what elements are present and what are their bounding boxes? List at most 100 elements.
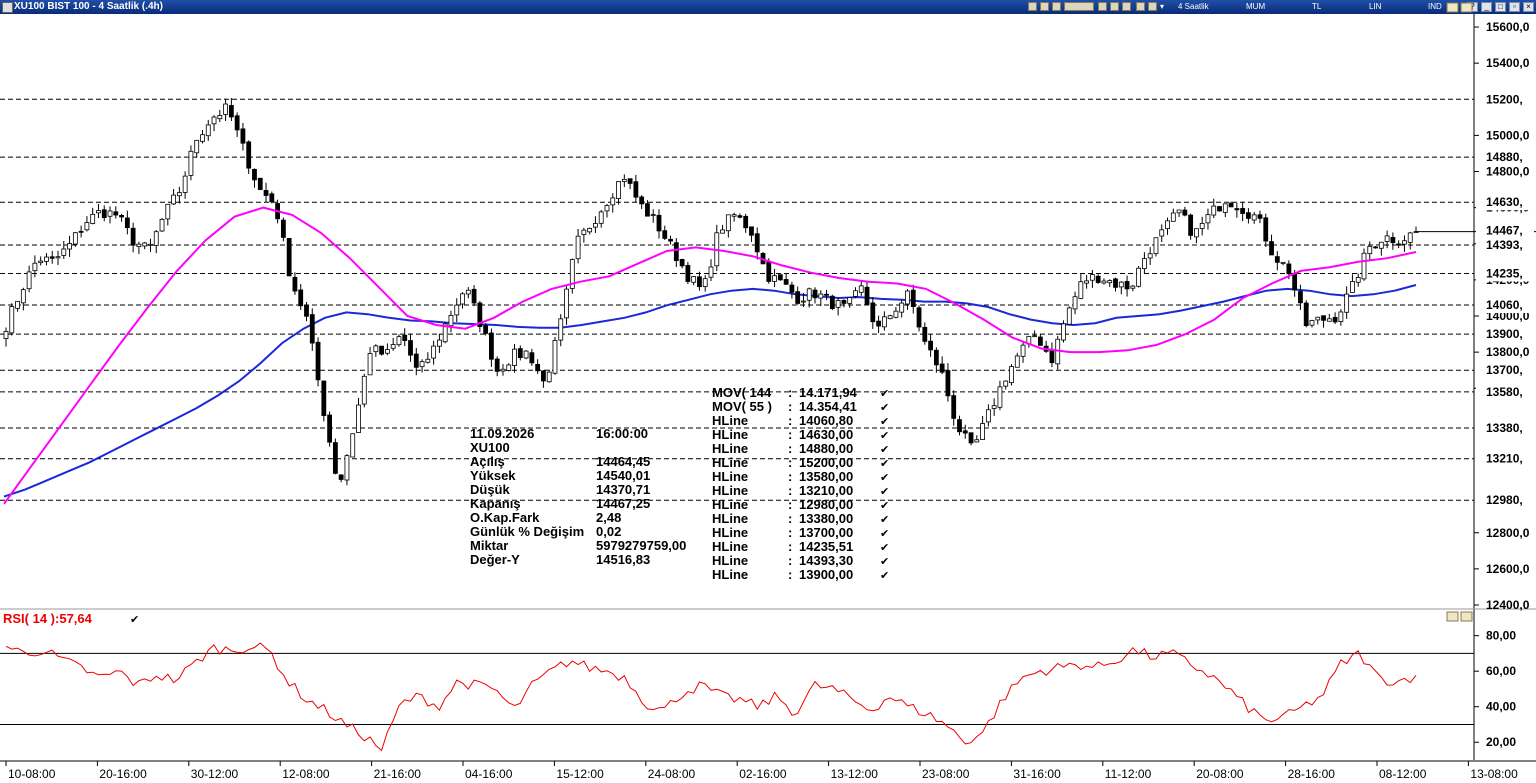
hline-label: 13210, — [1486, 452, 1523, 466]
candle-body — [494, 358, 500, 372]
candle-body — [870, 302, 876, 323]
candle-body — [1032, 335, 1038, 338]
candle-body — [321, 380, 327, 416]
quote-value: 2,48 — [596, 510, 621, 525]
interval-dropdown-arrow[interactable]: ▾ — [1160, 2, 1165, 11]
candle-body — [991, 405, 997, 409]
hline-label-bg — [1476, 383, 1534, 400]
quote-value: 0,02 — [596, 524, 621, 539]
candle-body — [853, 290, 858, 297]
candle-body — [980, 423, 985, 440]
candle-body — [974, 439, 980, 443]
indicator-icon[interactable] — [1040, 2, 1049, 11]
candle-body — [55, 256, 61, 259]
candle-body — [263, 189, 269, 196]
candle-body — [1124, 281, 1130, 290]
candle-body — [893, 310, 899, 318]
candle-body — [1326, 318, 1332, 322]
time-tick-label: 13-08:00 — [1470, 767, 1518, 781]
candle-body — [1142, 258, 1147, 269]
interval-select[interactable]: 4 Saatlik — [1178, 2, 1209, 11]
quote-label: XU100 — [470, 440, 510, 455]
candle-body — [1107, 280, 1113, 284]
time-tick-label: 13-12:00 — [831, 767, 879, 781]
candle-body — [142, 242, 148, 247]
maximize-button[interactable]: □ — [1495, 2, 1506, 12]
candle-body — [171, 194, 176, 205]
candle-body — [90, 213, 96, 224]
indicator-select[interactable]: IND — [1428, 2, 1442, 11]
legend-sep: : — [788, 399, 792, 414]
candle-body — [1113, 278, 1118, 288]
restore-button[interactable]: ▫ — [1509, 2, 1520, 12]
legend-check-icon: ✔ — [880, 402, 889, 414]
candle-body — [581, 229, 587, 235]
legend-check-icon: ✔ — [880, 500, 889, 512]
legend-sep: : — [788, 525, 792, 540]
quote-value: 14467,25 — [596, 496, 650, 511]
candle-body — [1037, 336, 1043, 346]
candles-layer — [3, 97, 1419, 486]
chart-type-select[interactable]: MUM — [1246, 2, 1266, 11]
candle-body — [442, 323, 448, 343]
hline-label-bg — [1476, 91, 1534, 108]
candle-body — [1263, 217, 1269, 242]
candle-body — [402, 334, 408, 341]
candle-body — [847, 297, 853, 304]
candle-body — [408, 340, 413, 356]
legend-name: HLine — [712, 427, 748, 442]
candle-body — [1003, 380, 1009, 387]
currency-select[interactable]: TL — [1312, 2, 1322, 11]
candle-body — [176, 192, 182, 197]
candle-body — [1367, 245, 1373, 255]
quote-value: 14540,01 — [596, 468, 650, 483]
candle-body — [621, 178, 627, 182]
draw-tool-icon[interactable] — [1052, 2, 1061, 11]
hline-label: 14393, — [1486, 238, 1523, 252]
template-icon[interactable] — [1064, 2, 1094, 11]
current-price-bg — [1476, 222, 1534, 237]
candle-body — [1095, 275, 1101, 283]
refresh-icon[interactable] — [1148, 2, 1157, 11]
candle-body — [124, 217, 130, 229]
close-button[interactable]: × — [1523, 2, 1534, 12]
candle-body — [448, 315, 454, 327]
candle-body — [425, 358, 431, 363]
candle-body — [1274, 256, 1280, 263]
candle-body — [454, 304, 460, 316]
link-icon[interactable] — [1136, 2, 1145, 11]
scale-select[interactable]: LIN — [1369, 2, 1382, 11]
candle-body — [558, 318, 564, 341]
candle-body — [332, 442, 338, 474]
hline-label-bg — [1476, 236, 1534, 253]
candle-body — [1390, 237, 1396, 244]
candle-body — [78, 230, 84, 233]
chart-settings-icon[interactable] — [1028, 2, 1037, 11]
candle-body — [356, 404, 361, 433]
mov55-line — [3, 206, 1417, 505]
time-tick-label: 20-16:00 — [99, 767, 147, 781]
candle-body — [720, 229, 725, 234]
grid-icon[interactable] — [1098, 2, 1107, 11]
legend-name: MOV( 144 — [712, 385, 772, 400]
candle-body — [309, 314, 315, 344]
candle-body — [1309, 320, 1315, 326]
copy-icon[interactable] — [1110, 2, 1119, 11]
candle-body — [26, 271, 32, 290]
minimize-button[interactable]: _ — [1481, 2, 1492, 12]
candle-body — [708, 266, 714, 278]
candle-body — [338, 474, 344, 480]
candle-body — [286, 238, 292, 277]
candle-body — [1251, 214, 1257, 221]
candle-body — [269, 193, 275, 203]
price-tick-label: 14800,0 — [1486, 165, 1530, 179]
legend-name: MOV( 55 ) — [712, 399, 772, 414]
candle-body — [627, 178, 633, 184]
candle-body — [477, 302, 483, 327]
candle-body — [15, 300, 20, 309]
candle-body — [1355, 277, 1361, 283]
candle-body — [922, 326, 928, 342]
price-tick-label: 15000,0 — [1486, 128, 1530, 142]
pen-icon[interactable] — [1122, 2, 1131, 11]
